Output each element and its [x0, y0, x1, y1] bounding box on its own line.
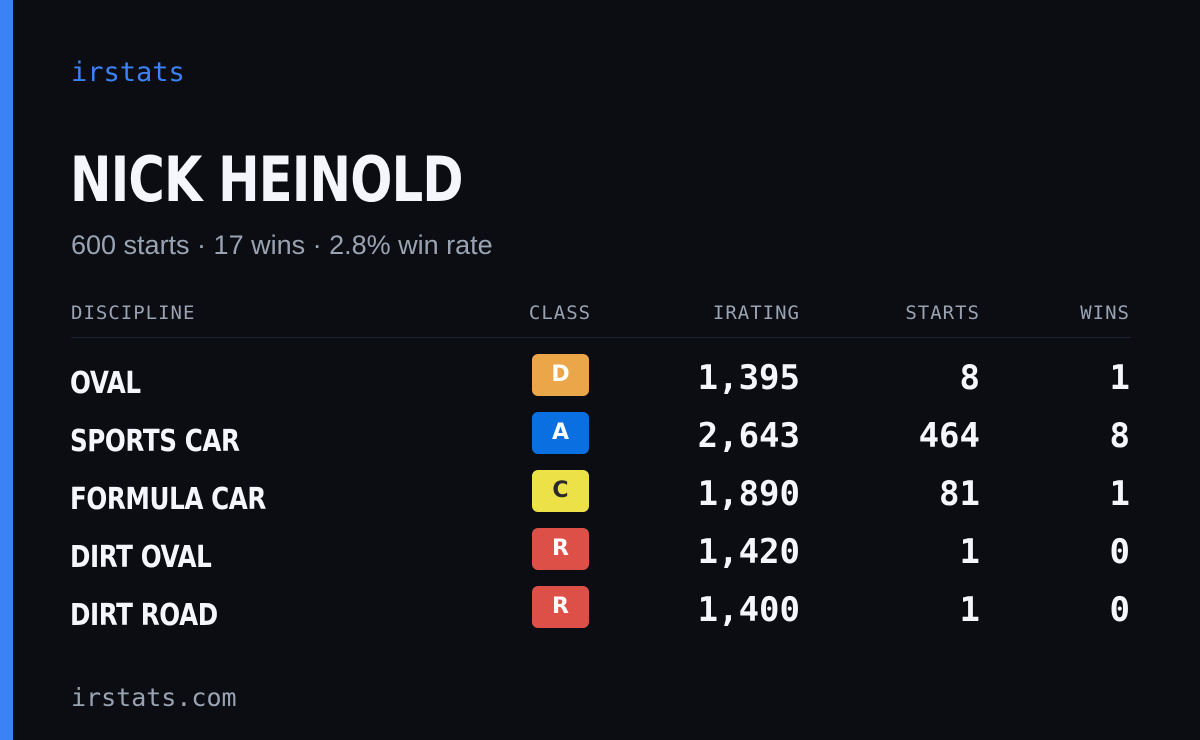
irating-value: 1,395 — [697, 358, 800, 398]
class-badge: R — [532, 528, 589, 570]
discipline-label: OVAL — [70, 366, 141, 401]
starts-value: 8 — [959, 358, 980, 398]
driver-summary: 600 starts · 17 wins · 2.8% win rate — [71, 230, 493, 260]
wins-value: 1 — [1109, 358, 1130, 398]
starts-value: 1 — [959, 590, 980, 630]
table-row-formula-car: FORMULA CAR C 1,890 81 1 — [0, 470, 1200, 528]
irating-value: 2,643 — [697, 416, 800, 456]
irating-value: 1,400 — [697, 590, 800, 630]
class-badge: C — [532, 470, 589, 512]
wins-value: 8 — [1109, 416, 1130, 456]
header-starts: STARTS — [905, 302, 980, 324]
table-row-sports-car: SPORTS CAR A 2,643 464 8 — [0, 412, 1200, 470]
class-badge: A — [532, 412, 589, 454]
irating-value: 1,890 — [697, 474, 800, 514]
accent-bar — [0, 0, 13, 740]
discipline-label: DIRT OVAL — [70, 540, 212, 575]
class-badge: R — [532, 586, 589, 628]
class-badge: D — [532, 354, 589, 396]
driver-name: NICK HEINOLD — [70, 143, 464, 216]
header-irating: IRATING — [712, 302, 800, 324]
header-discipline: DISCIPLINE — [71, 302, 196, 324]
header-wins: WINS — [1080, 302, 1130, 324]
header-class: CLASS — [528, 302, 592, 324]
starts-value: 464 — [918, 416, 980, 456]
header-divider — [71, 337, 1131, 338]
discipline-label: FORMULA CAR — [70, 482, 266, 517]
starts-value: 81 — [939, 474, 980, 514]
discipline-label: DIRT ROAD — [70, 598, 218, 633]
table-row-dirt-road: DIRT ROAD R 1,400 1 0 — [0, 586, 1200, 644]
wins-value: 0 — [1109, 590, 1130, 630]
irating-value: 1,420 — [697, 532, 800, 572]
wins-value: 0 — [1109, 532, 1130, 572]
wins-value: 1 — [1109, 474, 1130, 514]
table-row-dirt-oval: DIRT OVAL R 1,420 1 0 — [0, 528, 1200, 586]
footer-url: irstats.com — [71, 683, 237, 712]
discipline-label: SPORTS CAR — [70, 424, 240, 459]
starts-value: 1 — [959, 532, 980, 572]
brand-label: irstats — [71, 57, 185, 88]
table-row-oval: OVAL D 1,395 8 1 — [0, 354, 1200, 412]
